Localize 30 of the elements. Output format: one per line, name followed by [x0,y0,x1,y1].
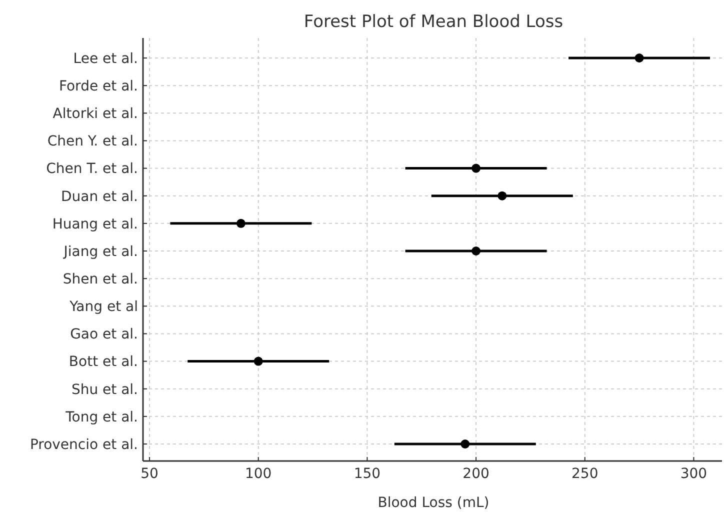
point [634,54,644,62]
x-tick-label: 100 [244,466,272,482]
y-tick-label: Provencio et al. [30,436,138,453]
x-tick-label: 250 [572,466,598,482]
y-tick-label: Shen et al. [62,271,138,288]
y-tick-label: Chen T. et al. [46,161,138,178]
point [254,356,263,366]
y-tick-label: Lee et al. [73,50,138,67]
y-tick-label: Duan et al. [60,188,138,205]
x-tick-label: 50 [140,466,158,482]
point [236,218,246,228]
y-tick-label: Huang et al. [52,216,138,232]
x-tick-label: 200 [462,466,490,482]
point [472,164,481,173]
point [498,191,507,200]
point [460,440,470,448]
chart-title: Forest Plot of Mean Blood Loss [304,12,564,32]
x-tick-label: 300 [680,466,708,482]
point [472,246,481,256]
y-tick-label: Tong et al. [64,409,138,426]
x-axis-title: Blood Loss (mL) [378,495,490,511]
y-tick-label: Jiang et al. [62,244,138,260]
y-tick-label: Forde et al. [58,78,138,94]
y-tick-label: Chen Y. et al. [47,134,138,150]
x-tick-label: 150 [354,466,381,482]
y-tick-label: Shu et al. [71,382,138,398]
y-tick-label: Gao et al. [70,326,138,343]
y-tick-label: Bott et al. [68,354,138,370]
y-tick-label: Altorki et al. [52,106,138,122]
y-tick-label: Yang et al [68,299,138,316]
